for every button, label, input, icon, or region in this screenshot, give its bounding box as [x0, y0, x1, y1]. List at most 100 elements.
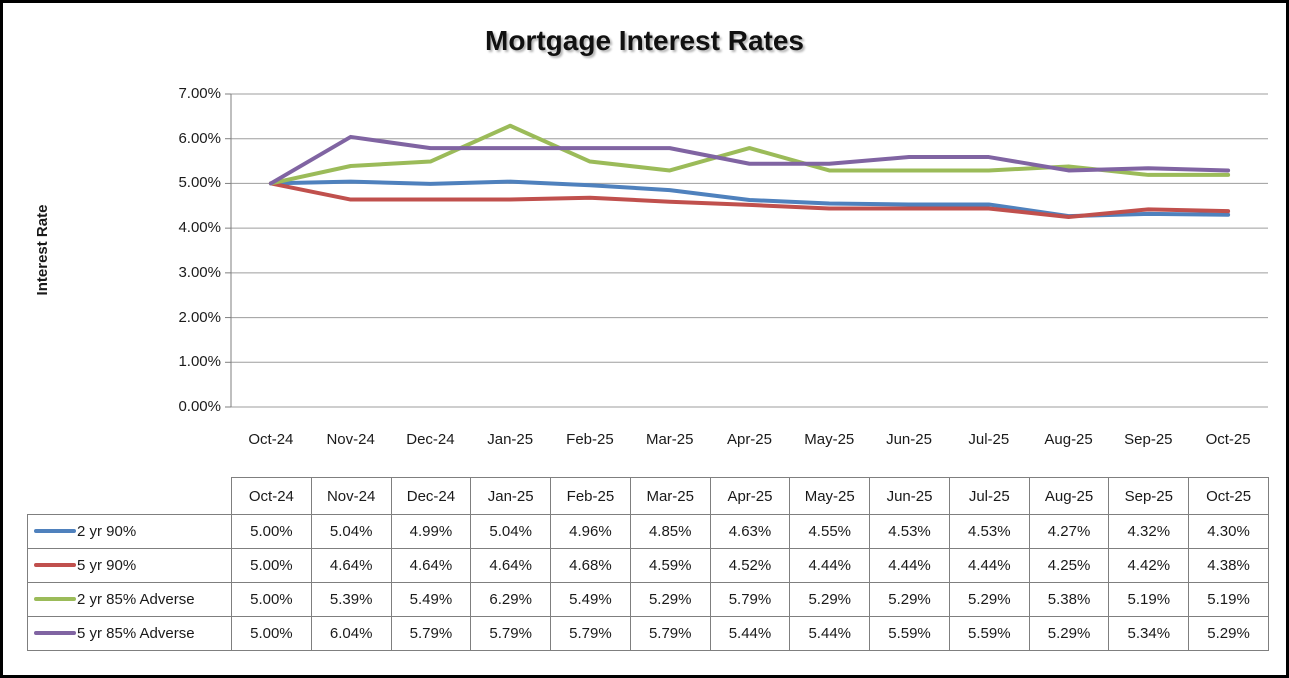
series-value-cell: 4.96% — [550, 514, 631, 549]
series-name-label: 5 yr 90% — [77, 557, 137, 574]
series-value-cell: 4.85% — [629, 514, 711, 549]
series-color-swatch-icon — [34, 529, 76, 534]
series-color-swatch-icon — [34, 631, 76, 636]
series-key-cell: 5 yr 85% Adverse — [27, 616, 232, 651]
series-value-cell: 4.53% — [869, 514, 950, 549]
table-month-header: May-25 — [789, 477, 871, 515]
series-value-cell: 5.00% — [231, 582, 312, 617]
series-value-cell: 4.59% — [629, 548, 711, 583]
series-value-cell: 5.39% — [310, 582, 392, 617]
series-value-cell: 4.52% — [709, 548, 791, 583]
x-axis-tick-label: Aug-25 — [1044, 431, 1093, 448]
series-color-swatch-icon — [34, 563, 76, 568]
series-value-cell: 4.68% — [550, 548, 631, 583]
table-month-header: Oct-25 — [1188, 477, 1269, 515]
series-value-cell: 5.79% — [390, 616, 472, 651]
series-value-cell: 4.99% — [390, 514, 472, 549]
series-value-cell: 5.04% — [470, 514, 552, 549]
series-name-label: 5 yr 85% Adverse — [77, 625, 195, 642]
series-value-cell: 4.30% — [1188, 514, 1269, 549]
table-header-row: Oct-24 Nov-24 Dec-24 Jan-25 Feb-25 Mar-25 Apr-… — [28, 477, 1269, 515]
x-axis-tick-label: Oct-25 — [1205, 431, 1251, 448]
series-value-cell: 4.27% — [1028, 514, 1110, 549]
y-axis-tick-label: 1.00% — [178, 353, 221, 371]
series-value-cell: 6.29% — [470, 582, 552, 617]
x-axis-tick-label: Apr-25 — [726, 431, 772, 448]
table-month-header: Sep-25 — [1108, 477, 1190, 515]
x-axis-tick-label: Dec-24 — [406, 431, 455, 448]
y-axis-tick-label: 0.00% — [178, 398, 221, 415]
series-value-cell: 5.79% — [709, 582, 791, 617]
series-value-cell: 4.53% — [948, 514, 1030, 549]
table-month-header: Apr-25 — [709, 477, 791, 515]
series-value-cell: 5.29% — [869, 582, 950, 617]
series-value-cell: 4.32% — [1108, 514, 1190, 549]
series-value-cell: 5.38% — [1028, 582, 1110, 617]
x-axis-tick-label: Nov-24 — [326, 431, 375, 448]
table-month-header: Oct-24 — [231, 477, 312, 515]
series-name-label: 2 yr 90% — [77, 523, 137, 540]
series-value-cell: 5.59% — [948, 616, 1030, 651]
series-value-cell: 4.44% — [948, 548, 1030, 583]
table-corner-cell — [28, 478, 232, 515]
series-value-cell: 4.44% — [869, 548, 950, 583]
series-key-cell: 2 yr 85% Adverse — [27, 582, 232, 617]
table-month-header: Jun-25 — [869, 477, 950, 515]
table-series-row: 2 yr 90% 5.00% 5.04% 4.99% 5.04% 4.96% 4.85% 4.… — [27, 514, 1269, 549]
series-value-cell: 5.34% — [1108, 616, 1190, 651]
series-value-cell: 5.04% — [310, 514, 392, 549]
x-axis-tick-label: Jun-25 — [886, 431, 932, 448]
series-value-cell: 5.29% — [1028, 616, 1110, 651]
series-value-cell: 4.64% — [310, 548, 392, 583]
y-axis-tick-label: 2.00% — [178, 308, 221, 326]
table-series-row: 5 yr 85% Adverse 5.00% 6.04% 5.79% 5.79% 5.79… — [27, 616, 1269, 651]
x-axis-tick-label: Feb-25 — [566, 431, 614, 448]
y-axis-tick-label: 5.00% — [178, 174, 221, 192]
series-color-swatch-icon — [34, 597, 76, 602]
series-value-cell: 5.59% — [869, 616, 950, 651]
series-value-cell: 5.49% — [550, 582, 631, 617]
x-axis-tick-label: Jul-25 — [968, 431, 1010, 448]
series-value-cell: 5.19% — [1188, 582, 1269, 617]
series-value-cell: 4.55% — [789, 514, 871, 549]
series-value-cell: 5.00% — [231, 514, 312, 549]
series-value-cell: 5.29% — [629, 582, 711, 617]
y-axis-tick-label: 3.00% — [178, 263, 221, 281]
x-axis-tick-label: Jan-25 — [487, 431, 534, 448]
y-axis-tick-label: 6.00% — [178, 129, 221, 147]
x-axis-tick-label: May-25 — [804, 431, 855, 448]
series-value-cell: 5.49% — [390, 582, 472, 617]
series-value-cell: 4.63% — [709, 514, 791, 549]
series-value-cell: 5.00% — [231, 548, 312, 583]
series-value-cell: 4.38% — [1188, 548, 1269, 583]
series-key-cell: 5 yr 90% — [27, 548, 232, 583]
table-series-row: 5 yr 90% 5.00% 4.64% 4.64% 4.64% 4.68% 4.59% 4.… — [27, 548, 1269, 583]
series-value-cell: 4.64% — [390, 548, 472, 583]
x-axis-tick-label: Sep-25 — [1124, 431, 1173, 448]
plot-area — [225, 93, 1268, 408]
table-month-header: Nov-24 — [310, 477, 392, 515]
y-axis-tick-label: 7.00% — [178, 85, 221, 102]
series-value-cell: 5.29% — [1188, 616, 1269, 651]
table-series-row: 2 yr 85% Adverse 5.00% 5.39% 5.49% 6.29% 5.49… — [27, 582, 1269, 617]
series-key-cell: 2 yr 90% — [27, 514, 232, 549]
table-month-header: Jul-25 — [948, 477, 1030, 515]
series-line — [268, 181, 1231, 219]
chart-data-table: Oct-24 Nov-24 Dec-24 Jan-25 Feb-25 Mar-25 Apr-… — [27, 477, 1269, 651]
table-month-header: Feb-25 — [550, 477, 631, 515]
series-value-cell: 4.25% — [1028, 548, 1110, 583]
series-value-cell: 5.29% — [789, 582, 871, 617]
series-value-cell: 5.79% — [629, 616, 711, 651]
series-value-cell: 5.44% — [709, 616, 791, 651]
series-value-cell: 5.44% — [789, 616, 871, 651]
series-value-cell: 6.04% — [310, 616, 392, 651]
series-value-cell: 4.64% — [470, 548, 552, 583]
series-name-label: 2 yr 85% Adverse — [77, 591, 195, 608]
table-month-header: Jan-25 — [470, 477, 552, 515]
table-month-header: Aug-25 — [1028, 477, 1110, 515]
table-month-header: Dec-24 — [390, 477, 472, 515]
series-line — [268, 134, 1231, 186]
chart-title: Mortgage Interest Rates — [485, 25, 804, 56]
series-value-cell: 4.44% — [789, 548, 871, 583]
